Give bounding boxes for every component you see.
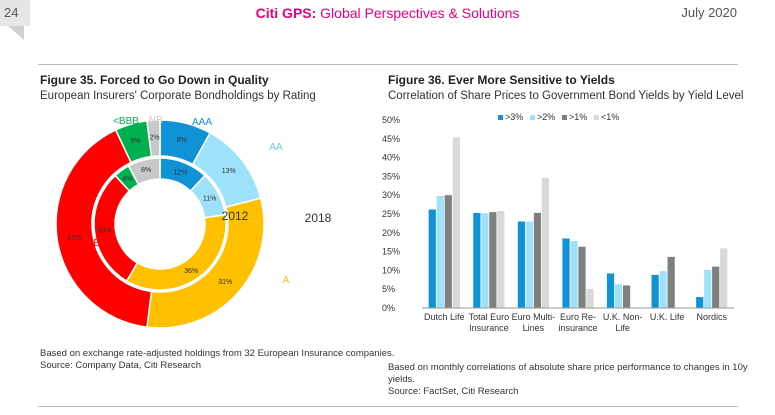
donut-category-label-aaa: AAA — [192, 117, 212, 128]
y-tick-label-5: 25% — [382, 209, 400, 219]
x-tick-label-euro-re-insurance-1: insurance — [558, 323, 597, 333]
bar-u-k-non-life-series-0 — [606, 273, 615, 308]
donut-value-label-2012-a: 36% — [184, 268, 198, 275]
figure36-note-line2: yields. — [388, 374, 415, 385]
donut-value-label-2012-bbb: 4% — [122, 176, 132, 183]
legend-label-1: >2% — [537, 112, 555, 122]
bar-dutch-life-series-0 — [428, 209, 436, 308]
bar-euro-multi-lines-series-2 — [533, 212, 542, 308]
bar-u-k-non-life-series-1 — [614, 284, 623, 308]
y-tick-label-0: 0% — [382, 303, 395, 313]
bar-nordics-series-1 — [704, 270, 712, 308]
bar-euro-multi-lines-series-0 — [517, 221, 526, 308]
donut-value-label-2012-bbb: 30% — [97, 228, 111, 235]
x-tick-label-u-k-non-life-0: U.K. Non- — [603, 312, 643, 322]
donut-value-label-2012-nr: 8% — [141, 167, 151, 174]
figure35-note: Based on exchange rate-adjusted holdings… — [40, 348, 395, 359]
donut-category-label-bbb: BBB — [80, 238, 100, 249]
figure36-subtitle: Correlation of Share Prices to Governmen… — [388, 90, 744, 102]
figure35-source: Source: Company Data, Citi Research — [40, 360, 202, 371]
figure36-source: Source: FactSet, Citi Research — [388, 386, 519, 397]
donut-value-label-2018-aa: 13% — [222, 168, 236, 175]
x-tick-label-total-euro-insurance-0: Total Euro — [469, 312, 510, 322]
y-tick-label-9: 45% — [382, 134, 400, 144]
donut-slice-2018-bbb — [55, 128, 153, 329]
bar-dutch-life-series-1 — [436, 195, 444, 308]
footer-rule — [38, 406, 738, 407]
x-tick-label-u-k-non-life-1: Life — [615, 323, 630, 333]
donut-outer-year-label: 2018 — [305, 211, 332, 225]
bar-u-k-life-series-0 — [651, 274, 659, 308]
legend-swatch-3 — [594, 115, 599, 120]
donut-value-label-2012-aa: 11% — [203, 196, 217, 203]
x-tick-label-euro-multi-lines-1: Lines — [523, 323, 545, 333]
donut-category-label-aa: AA — [269, 142, 283, 153]
legend-label-0: >3% — [505, 112, 523, 122]
bar-nordics-series-0 — [696, 297, 704, 308]
legend-label-3: <1% — [601, 112, 619, 122]
donut-category-label-nr: NR — [149, 115, 163, 126]
bar-euro-re-insurance-series-2 — [578, 246, 586, 308]
y-tick-label-8: 40% — [382, 153, 400, 163]
donut-value-label-2018-a: 31% — [218, 279, 232, 286]
donut-value-label-2012-aaa: 12% — [173, 169, 187, 176]
figure36-title: Figure 36. Ever More Sensitive to Yields — [388, 73, 615, 87]
x-tick-label-nordics-0: Nordics — [696, 312, 727, 322]
bar-total-euro-insurance-series-0 — [473, 212, 481, 308]
bar-u-k-life-series-1 — [659, 271, 667, 308]
bar-euro-multi-lines-series-3 — [541, 177, 550, 308]
donut-slice-2012-nr — [127, 157, 161, 186]
bar-dutch-life-series-3 — [452, 137, 460, 308]
x-tick-label-euro-multi-lines-0: Euro Multi- — [512, 312, 556, 322]
y-tick-label-3: 15% — [382, 247, 400, 257]
y-tick-label-7: 35% — [382, 171, 400, 181]
figure35-donut-chart: 8%13%31%41%5% 2%12%11%36%30%4%8%AAAAAABBB… — [55, 115, 332, 329]
donut-inner-year-label: 2012 — [222, 209, 249, 223]
legend-swatch-1 — [530, 115, 535, 120]
donut-value-label-2018-nr: 2% — [149, 135, 159, 142]
x-tick-label-euro-re-insurance-0: Euro Re- — [560, 312, 596, 322]
bar-nordics-series-2 — [712, 266, 720, 308]
legend-label-2: >1% — [569, 112, 587, 122]
donut-category-label-bbb: <BBB — [113, 116, 139, 127]
bar-dutch-life-series-2 — [444, 195, 452, 308]
header-brand: Citi GPS: — [255, 5, 317, 21]
donut-value-label-2018-bbb: 41% — [67, 235, 81, 242]
bar-total-euro-insurance-series-2 — [489, 212, 497, 308]
y-tick-label-2: 10% — [382, 265, 400, 275]
page-number-tab: 24 — [0, 0, 30, 40]
header-title: Citi GPS: Global Perspectives & Solution… — [0, 5, 775, 21]
y-tick-label-4: 20% — [382, 228, 400, 238]
y-tick-label-6: 30% — [382, 190, 400, 200]
bar-euro-multi-lines-series-1 — [525, 221, 534, 308]
bar-total-euro-insurance-series-1 — [481, 213, 489, 308]
x-tick-label-dutch-life-0: Dutch Life — [424, 312, 465, 322]
page-number: 24 — [4, 5, 19, 20]
bar-euro-re-insurance-series-1 — [570, 241, 578, 308]
bar-u-k-life-series-2 — [667, 256, 675, 308]
bar-euro-re-insurance-series-0 — [562, 238, 570, 308]
bar-u-k-non-life-series-2 — [622, 285, 631, 308]
figure36-bar-chart: 0% 5% 10% 15% 20% 25% 30% 35% 40% 45% 50% Dutch Li… — [382, 112, 734, 333]
legend-swatch-2 — [562, 115, 567, 120]
bar-total-euro-insurance-series-3 — [497, 210, 505, 308]
y-tick-label-10: 50% — [382, 115, 400, 125]
x-tick-label-u-k-life-0: U.K. Life — [650, 312, 685, 322]
donut-value-label-2018-aaa: 8% — [177, 137, 187, 144]
x-tick-label-total-euro-insurance-1: Insurance — [469, 323, 509, 333]
legend-swatch-0 — [498, 115, 503, 120]
donut-category-label-a: A — [283, 275, 290, 286]
donut-slice-2018-nr — [146, 119, 161, 158]
header-subtitle: Global Perspectives & Solutions — [320, 5, 520, 21]
figure35-subtitle: European Insurers' Corporate Bondholding… — [40, 90, 316, 102]
header-rule — [38, 64, 738, 65]
y-tick-label-1: 5% — [382, 284, 395, 294]
bar-nordics-series-3 — [720, 248, 728, 308]
figure35-title: Figure 35. Forced to Go Down in Quality — [40, 73, 269, 87]
bar-euro-re-insurance-series-3 — [586, 288, 594, 308]
donut-value-label-2018-bbb: 5% — [131, 138, 141, 145]
header-date: July 2020 — [681, 5, 737, 20]
figure36-note-line1: Based on monthly correlations of absolut… — [388, 362, 748, 373]
